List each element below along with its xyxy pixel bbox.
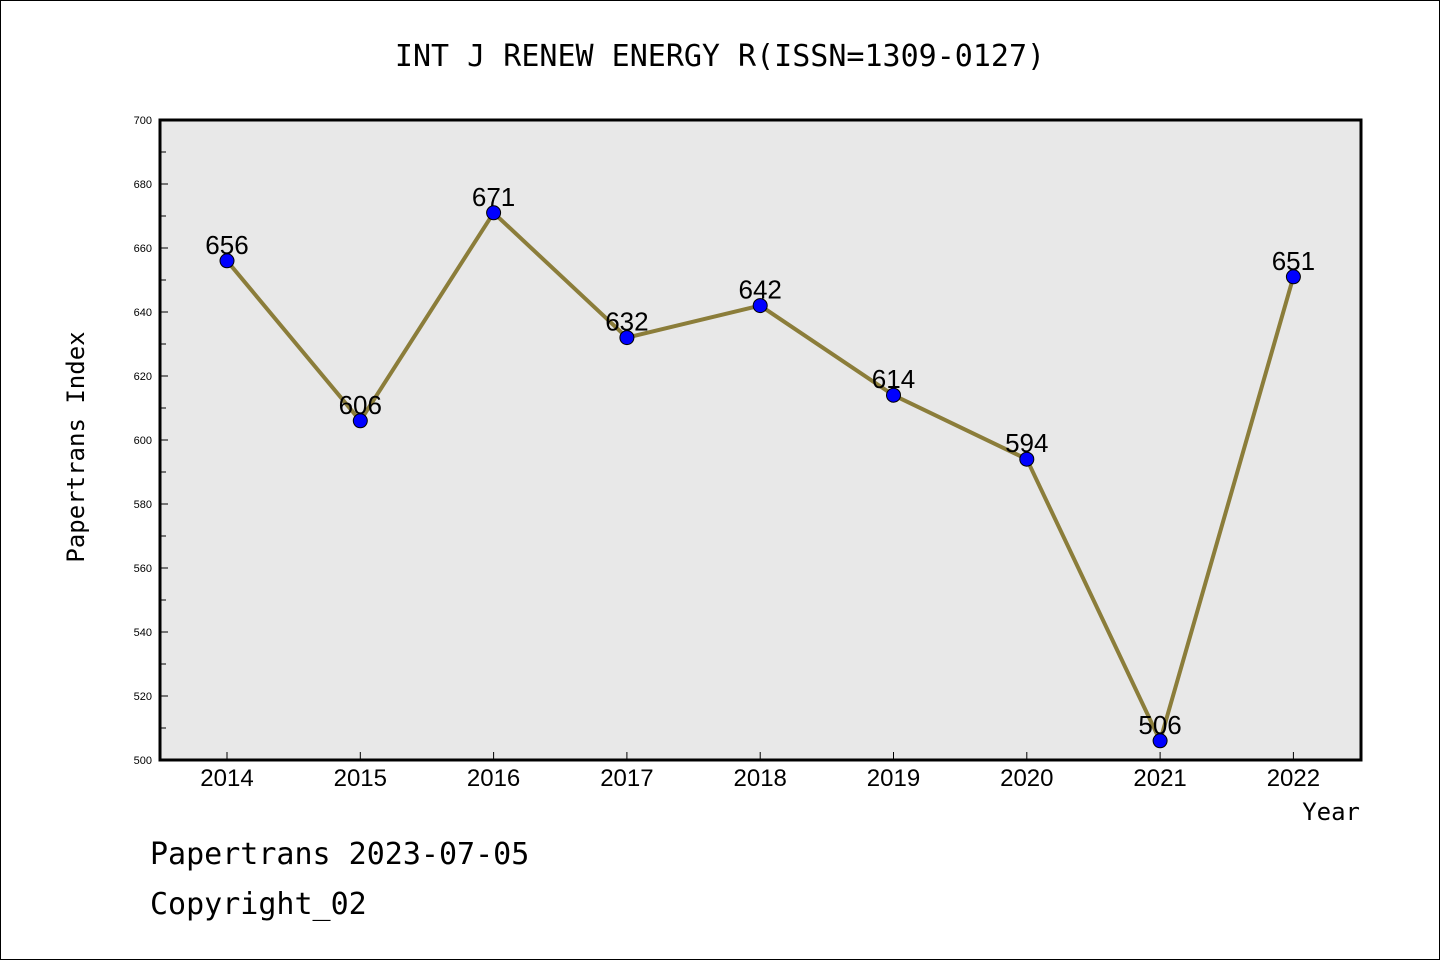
x-tick-label: 2020 [1000, 765, 1053, 792]
data-markers [219, 205, 1301, 749]
data-point [886, 387, 901, 403]
y-tick-label: 500 [134, 755, 152, 767]
data-point [1019, 451, 1035, 467]
plot-area [158, 118, 1363, 762]
x-tick-label: 2016 [467, 765, 520, 792]
data-label: 656 [205, 230, 248, 260]
y-tick-label: 640 [134, 307, 152, 319]
data-label: 671 [472, 182, 515, 212]
data-point [1285, 269, 1301, 285]
data-label: 594 [1005, 428, 1048, 458]
y-tick-label: 600 [134, 435, 152, 447]
y-tick-label: 660 [134, 243, 152, 255]
x-tick-label: 2015 [334, 765, 387, 792]
x-tick-label: 2022 [1267, 765, 1320, 792]
x-tick-label: 2021 [1133, 765, 1186, 792]
data-point [219, 253, 235, 269]
data-point [352, 413, 368, 429]
x-axis-label: Year [1302, 798, 1360, 826]
chart-title: INT J RENEW ENERGY R(ISSN=1309-0127) [395, 39, 1045, 74]
y-tick-label: 680 [134, 179, 152, 191]
y-tick-label: 580 [134, 499, 152, 511]
data-label: 606 [339, 390, 382, 420]
y-tick-label: 520 [134, 691, 152, 703]
x-tick-label: 2017 [600, 765, 653, 792]
data-label: 506 [1138, 710, 1181, 740]
y-tick-label: 700 [134, 115, 152, 127]
data-label: 632 [605, 307, 648, 337]
y-tick-label: 540 [134, 627, 152, 639]
footer-date: Papertrans 2023-07-05 [150, 837, 529, 872]
x-axis: 2014 2015 2016 2017 2018 2019 2020 2021 2022 [200, 752, 1320, 792]
y-tick-label: 560 [134, 563, 152, 575]
x-tick-label: 2018 [734, 765, 787, 792]
y-axis-label: Papertrans Index [62, 331, 90, 562]
data-point [619, 330, 635, 346]
data-label: 642 [739, 275, 782, 305]
data-point [486, 205, 502, 221]
x-tick-label: 2014 [200, 765, 253, 792]
data-label: 651 [1272, 246, 1315, 276]
data-labels: 656 606 671 632 642 614 594 506 651 [205, 182, 1315, 740]
x-tick-label: 2019 [867, 765, 920, 792]
footer-copyright: Copyright_02 [150, 887, 367, 922]
y-tick-label: 620 [134, 371, 152, 383]
y-axis: 500 520 540 560 580 600 620 640 660 680 700 [134, 115, 168, 767]
data-point [752, 298, 768, 314]
data-label: 614 [872, 364, 915, 394]
data-point [1152, 733, 1168, 749]
